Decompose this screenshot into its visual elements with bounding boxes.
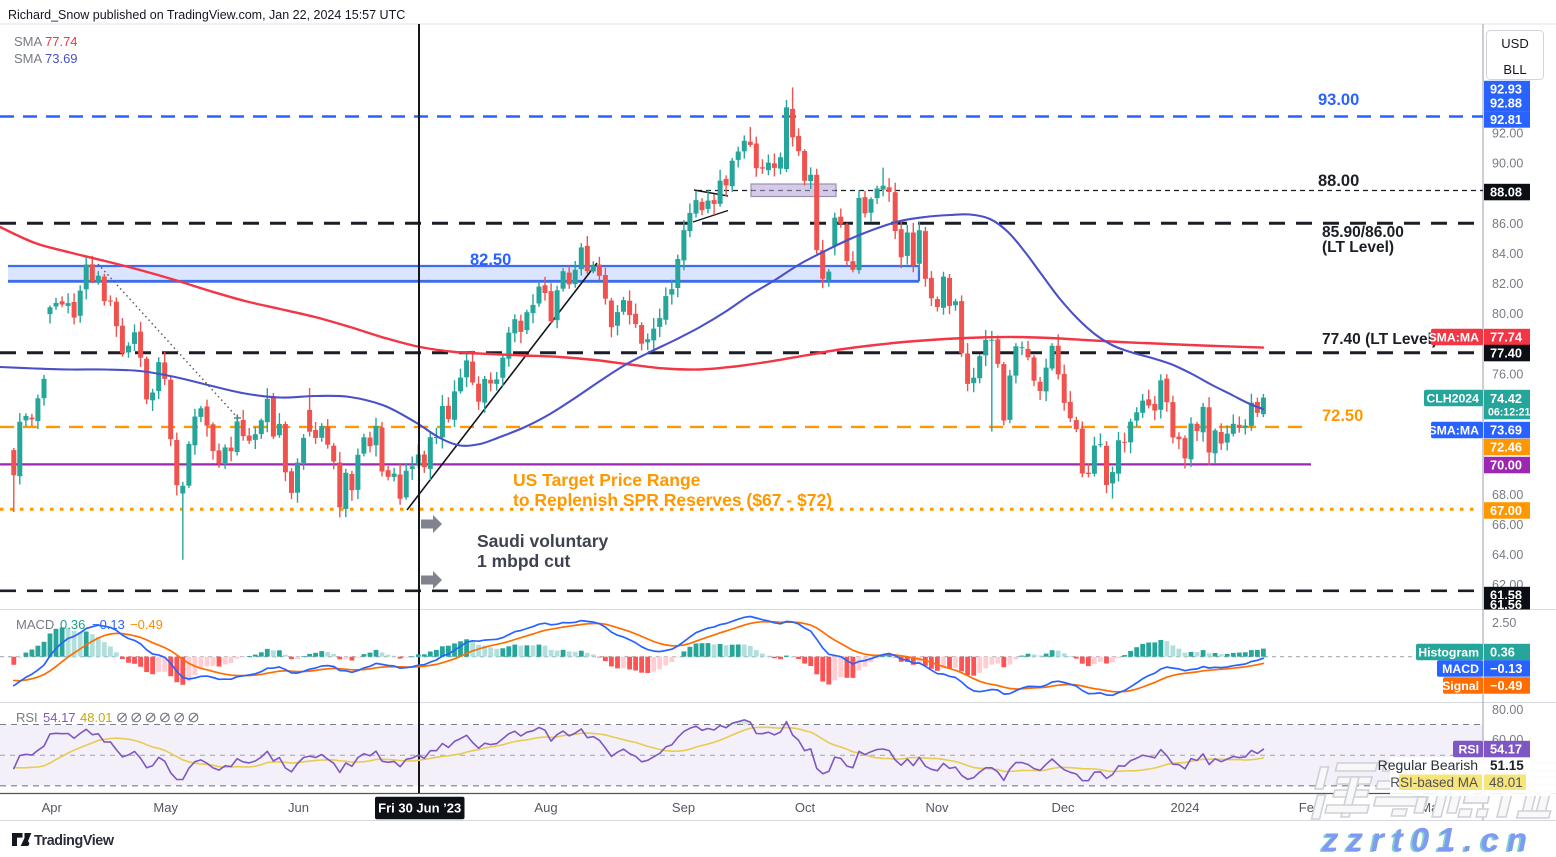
- svg-text:zzrt01.cn: zzrt01.cn: [1321, 821, 1535, 857]
- svg-text:80.00: 80.00: [1492, 307, 1523, 321]
- svg-text:61.58: 61.58: [1490, 588, 1522, 603]
- svg-text:64.00: 64.00: [1492, 548, 1523, 562]
- svg-text:72.50: 72.50: [1322, 407, 1363, 425]
- svg-text:SMA: SMA: [14, 34, 43, 49]
- svg-text:67.00: 67.00: [1490, 503, 1522, 518]
- svg-text:MACD: MACD: [16, 617, 54, 632]
- svg-text:1 mbpd cut: 1 mbpd cut: [477, 551, 571, 571]
- svg-text:84.00: 84.00: [1492, 247, 1523, 261]
- svg-text:Jun: Jun: [288, 800, 309, 815]
- svg-text:Regular Bearish: Regular Bearish: [1378, 757, 1478, 773]
- svg-text:USD: USD: [1501, 36, 1528, 51]
- svg-text:to Replenish SPR Reserves ($67: to Replenish SPR Reserves ($67 - $72): [513, 490, 832, 510]
- svg-text:SMA: SMA: [14, 51, 43, 66]
- svg-text:Nov: Nov: [925, 800, 949, 815]
- svg-text:77.40: 77.40: [1490, 346, 1522, 361]
- svg-text:TradingView: TradingView: [34, 833, 115, 849]
- svg-text:SMA:MA: SMA:MA: [1428, 423, 1479, 437]
- svg-text:zzrt01.cn: zzrt01.cn: [1319, 822, 1533, 857]
- svg-text:73.69: 73.69: [1490, 423, 1522, 438]
- svg-text:Richard_Snow published on Trad: Richard_Snow published on TradingView.co…: [8, 8, 405, 22]
- svg-text:CLH2024: CLH2024: [1426, 391, 1479, 405]
- svg-text:61.56: 61.56: [1490, 597, 1522, 612]
- svg-text:Histogram: Histogram: [1418, 645, 1479, 659]
- svg-text:Signal: Signal: [1442, 679, 1479, 693]
- svg-text:85.90/86.00: 85.90/86.00: [1322, 224, 1404, 241]
- svg-text:−0.13: −0.13: [92, 617, 125, 632]
- svg-text:74.42: 74.42: [1490, 391, 1522, 406]
- svg-text:2.50: 2.50: [1492, 616, 1516, 630]
- svg-text:68.00: 68.00: [1492, 488, 1523, 502]
- svg-text:Fri 30 Jun ’23: Fri 30 Jun ’23: [378, 801, 461, 816]
- svg-text:92.93: 92.93: [1490, 82, 1522, 97]
- svg-text:US Target Price Range: US Target Price Range: [513, 470, 701, 490]
- svg-text:0.36: 0.36: [1490, 645, 1515, 660]
- svg-text:54.17: 54.17: [43, 710, 76, 725]
- svg-text:76.00: 76.00: [1492, 367, 1523, 381]
- svg-text:92.81: 92.81: [1490, 112, 1522, 127]
- svg-text:MACD: MACD: [1442, 662, 1479, 676]
- svg-text:77.40 (LT Level): 77.40 (LT Level): [1322, 331, 1437, 348]
- svg-text:Sep: Sep: [672, 800, 695, 815]
- svg-text:48.01: 48.01: [80, 710, 113, 725]
- svg-text:RSI: RSI: [1459, 742, 1480, 756]
- svg-text:88.08: 88.08: [1490, 185, 1522, 200]
- svg-text:92.88: 92.88: [1490, 96, 1522, 111]
- svg-text:2024: 2024: [1171, 800, 1200, 815]
- svg-text:88.00: 88.00: [1318, 172, 1359, 190]
- svg-text:BLL: BLL: [1503, 62, 1526, 77]
- svg-text:73.69: 73.69: [45, 51, 78, 66]
- svg-text:82.50: 82.50: [470, 251, 511, 269]
- svg-text:92.00: 92.00: [1492, 127, 1523, 141]
- svg-text:54.17: 54.17: [1490, 742, 1522, 757]
- svg-text:RSI: RSI: [16, 710, 38, 725]
- svg-text:06:12:21: 06:12:21: [1488, 407, 1531, 419]
- svg-text:Apr: Apr: [42, 800, 63, 815]
- svg-text:86.00: 86.00: [1492, 217, 1523, 231]
- svg-text:82.00: 82.00: [1492, 277, 1523, 291]
- svg-text:51.15: 51.15: [1490, 758, 1524, 773]
- svg-text:77.74: 77.74: [1490, 330, 1523, 345]
- svg-text:RSI-based MA: RSI-based MA: [1390, 775, 1478, 790]
- svg-text:Dec: Dec: [1051, 800, 1075, 815]
- svg-text:−0.49: −0.49: [1490, 678, 1522, 693]
- svg-text:66.00: 66.00: [1492, 518, 1523, 532]
- svg-text:SMA:MA: SMA:MA: [1428, 330, 1479, 344]
- svg-text:90.00: 90.00: [1492, 157, 1523, 171]
- svg-text:93.00: 93.00: [1318, 91, 1359, 109]
- svg-text:Oct: Oct: [795, 800, 816, 815]
- svg-text:Aug: Aug: [534, 800, 557, 815]
- svg-text:72.46: 72.46: [1490, 440, 1522, 455]
- svg-text:−0.49: −0.49: [130, 617, 163, 632]
- svg-text:0.36: 0.36: [60, 617, 85, 632]
- svg-text:(LT Level): (LT Level): [1322, 239, 1394, 256]
- svg-text:77.74: 77.74: [45, 34, 78, 49]
- svg-text:−0.13: −0.13: [1490, 661, 1522, 676]
- svg-text:Saudi voluntary: Saudi voluntary: [477, 531, 609, 551]
- svg-text:48.01: 48.01: [1489, 775, 1523, 790]
- svg-text:May: May: [153, 800, 178, 815]
- svg-text:80.00: 80.00: [1492, 703, 1523, 717]
- svg-text:70.00: 70.00: [1490, 458, 1522, 473]
